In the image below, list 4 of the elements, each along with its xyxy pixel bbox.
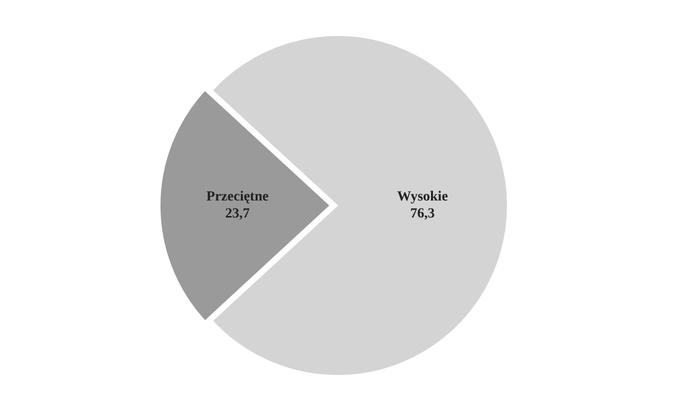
data-label: 76,3 xyxy=(410,206,435,222)
data-label: 23,7 xyxy=(225,206,250,222)
slice-label: Przeciętne xyxy=(206,190,269,205)
slice-label: Wysokie xyxy=(397,190,448,205)
